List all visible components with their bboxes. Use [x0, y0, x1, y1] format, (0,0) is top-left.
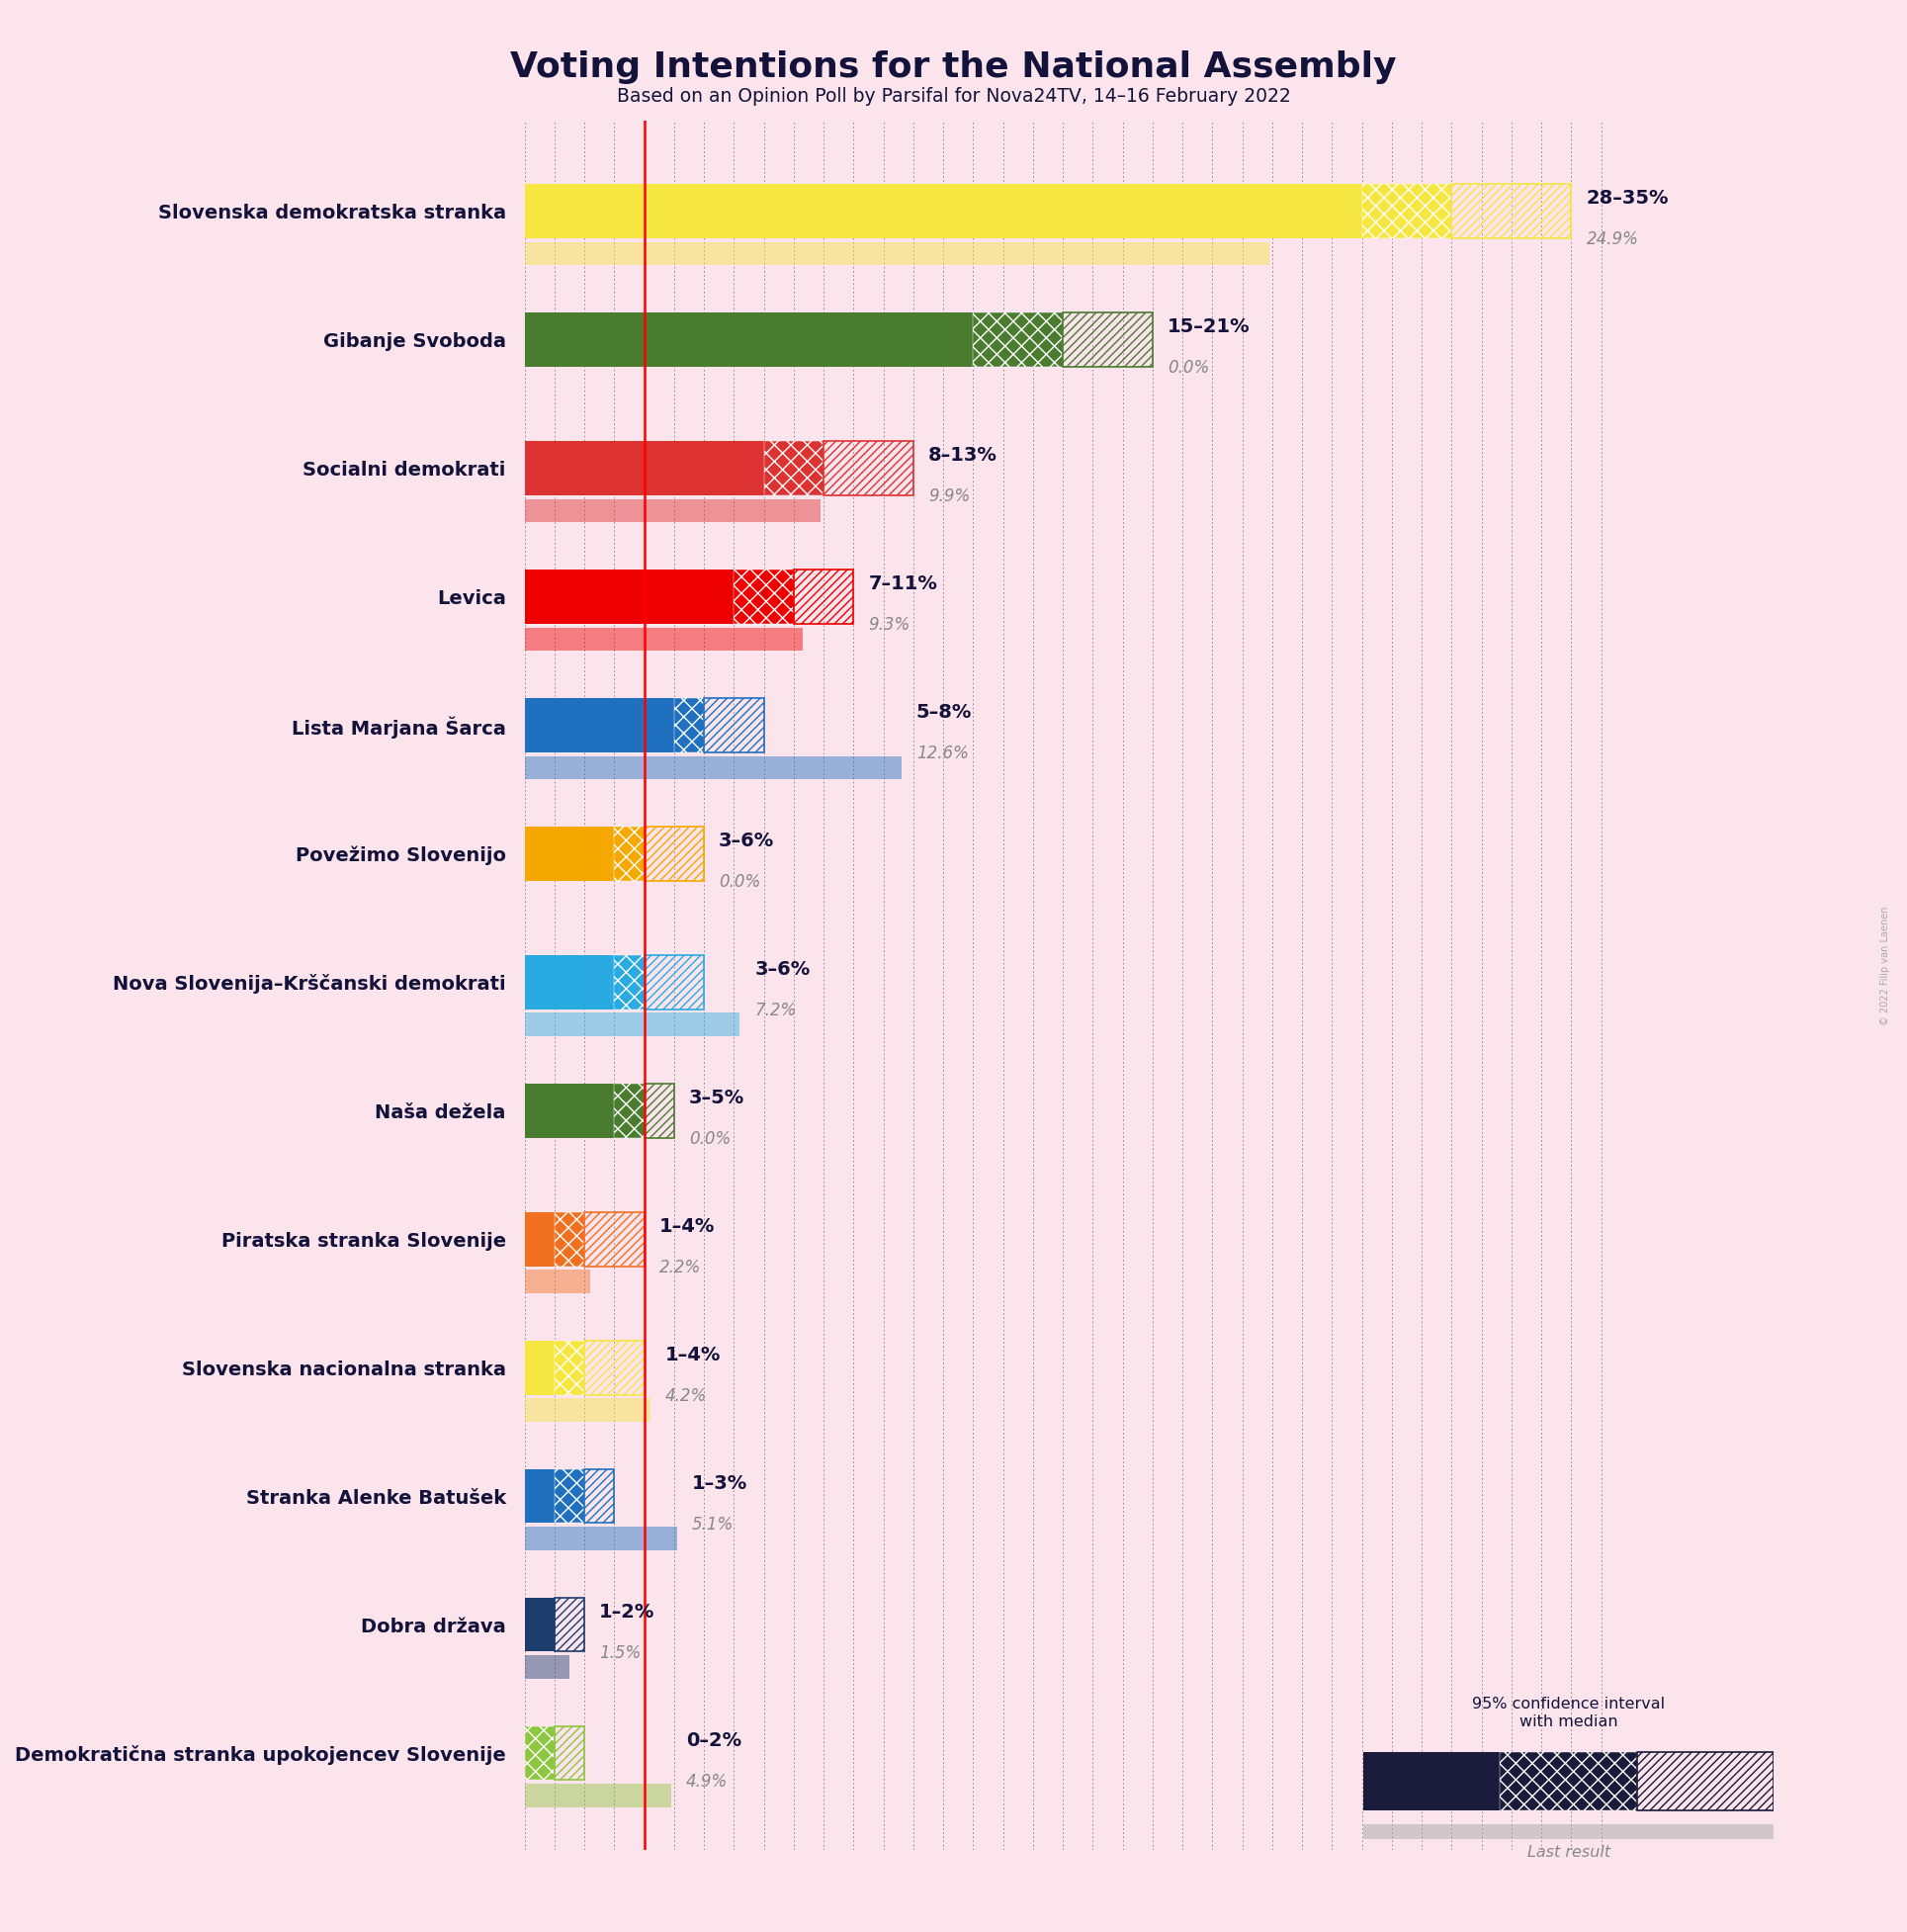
Bar: [524, 1725, 555, 1779]
Bar: [973, 313, 1062, 367]
Text: 1.5%: 1.5%: [599, 1644, 641, 1662]
Text: 12.6%: 12.6%: [915, 744, 969, 763]
Bar: [584, 1211, 645, 1265]
Bar: [555, 1468, 584, 1522]
Text: 24.9%: 24.9%: [1587, 230, 1638, 247]
Bar: [614, 1084, 645, 1138]
Bar: [524, 1656, 570, 1679]
Bar: [1364, 1752, 1501, 1810]
Text: 2.2%: 2.2%: [660, 1258, 700, 1277]
Bar: [614, 954, 645, 1009]
Bar: [614, 827, 645, 881]
Bar: [524, 1783, 671, 1806]
Bar: [555, 1211, 584, 1265]
Text: 3–6%: 3–6%: [755, 960, 810, 980]
Bar: [524, 697, 673, 752]
Text: 7–11%: 7–11%: [868, 574, 938, 593]
Text: 28–35%: 28–35%: [1587, 189, 1669, 207]
Bar: [645, 1084, 673, 1138]
Bar: [524, 242, 1270, 265]
Text: 1–4%: 1–4%: [666, 1345, 721, 1364]
Text: 1–4%: 1–4%: [660, 1217, 715, 1236]
Text: 5.1%: 5.1%: [692, 1515, 734, 1534]
Bar: [524, 1211, 555, 1265]
Bar: [824, 440, 913, 495]
Bar: [524, 1084, 614, 1138]
Bar: [524, 184, 1362, 238]
Bar: [524, 1341, 555, 1395]
Text: 3–5%: 3–5%: [688, 1088, 744, 1107]
Bar: [584, 1468, 614, 1522]
Bar: [555, 1598, 584, 1652]
Bar: [645, 954, 704, 1009]
Bar: [524, 1269, 591, 1293]
Text: 0.0%: 0.0%: [719, 873, 761, 891]
Bar: [645, 827, 704, 881]
Text: 4.2%: 4.2%: [666, 1387, 707, 1405]
Bar: [524, 1526, 677, 1549]
Bar: [555, 1725, 584, 1779]
Bar: [1636, 1752, 1774, 1810]
Text: 3–6%: 3–6%: [719, 831, 774, 850]
Text: Voting Intentions for the National Assembly: Voting Intentions for the National Assem…: [511, 50, 1396, 83]
Bar: [584, 1341, 645, 1395]
Bar: [524, 313, 973, 367]
Text: 8–13%: 8–13%: [929, 446, 997, 464]
Bar: [524, 1012, 740, 1036]
Bar: [524, 440, 763, 495]
Text: 9.9%: 9.9%: [929, 487, 971, 506]
Bar: [1501, 1752, 1636, 1810]
Bar: [1451, 184, 1571, 238]
Bar: [734, 570, 793, 624]
Bar: [524, 1598, 555, 1652]
Text: 7.2%: 7.2%: [755, 1001, 797, 1020]
Text: 4.9%: 4.9%: [687, 1772, 728, 1791]
Bar: [1362, 184, 1451, 238]
Bar: [673, 697, 704, 752]
Text: 15–21%: 15–21%: [1167, 317, 1251, 336]
Text: Last result: Last result: [1528, 1845, 1610, 1861]
Bar: [1364, 1824, 1774, 1843]
Text: 5–8%: 5–8%: [915, 703, 973, 723]
Bar: [524, 954, 614, 1009]
Text: 0.0%: 0.0%: [1167, 359, 1209, 377]
Bar: [524, 498, 820, 522]
Text: Based on an Opinion Poll by Parsifal for Nova24TV, 14–16 February 2022: Based on an Opinion Poll by Parsifal for…: [616, 87, 1291, 106]
Text: 1–2%: 1–2%: [599, 1602, 654, 1621]
Bar: [524, 1399, 650, 1422]
Bar: [793, 570, 854, 624]
Text: 1–3%: 1–3%: [692, 1474, 748, 1493]
Bar: [524, 827, 614, 881]
Bar: [524, 628, 803, 651]
Bar: [524, 570, 734, 624]
Bar: [524, 1468, 555, 1522]
Text: 0–2%: 0–2%: [687, 1731, 742, 1750]
Text: © 2022 Filip van Laenen: © 2022 Filip van Laenen: [1880, 906, 1890, 1026]
Bar: [763, 440, 824, 495]
Bar: [524, 755, 902, 779]
Text: 0.0%: 0.0%: [688, 1130, 730, 1148]
Text: 95% confidence interval
with median: 95% confidence interval with median: [1472, 1696, 1665, 1729]
Text: 9.3%: 9.3%: [868, 616, 910, 634]
Bar: [704, 697, 763, 752]
Bar: [555, 1341, 584, 1395]
Bar: [1062, 313, 1152, 367]
